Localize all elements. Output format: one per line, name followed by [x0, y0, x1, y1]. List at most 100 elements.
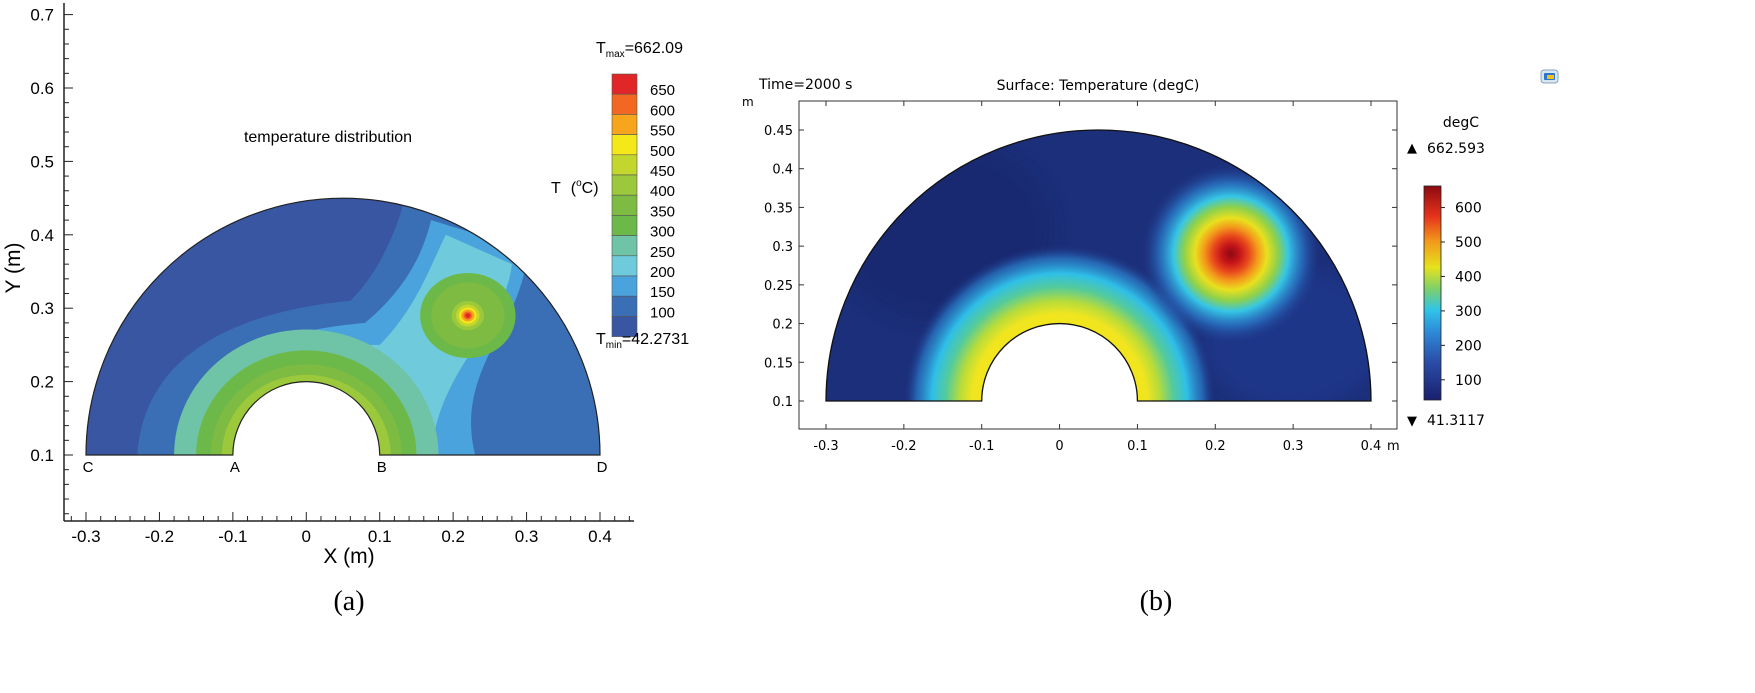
x-tick-label: 0.2 — [1205, 439, 1226, 454]
legend-label-100: 100 — [650, 304, 675, 321]
x-tick-label: 0.3 — [1283, 439, 1304, 454]
y-tick-label: 0.25 — [764, 279, 793, 294]
panel-a: -0.3 -0.2 -0.1 0 0.1 0.2 0.3 0.4 0.1 0.2 0.3 0.4 0.5… — [2, 3, 689, 617]
x-tick-label: 0.4 — [588, 527, 612, 546]
legend-box-9 — [611, 255, 638, 277]
colorbar-max-value: 662.593 — [1427, 141, 1485, 157]
x-unit-label: m — [1387, 439, 1400, 454]
y-tick-label: 0.5 — [30, 152, 54, 171]
hot-spot — [1140, 163, 1321, 344]
panel-a-title: temperature distribution — [244, 129, 412, 146]
window-icon[interactable] — [1540, 69, 1559, 84]
panel-b-label: (b) — [1140, 586, 1173, 617]
y-tick-label: 0.2 — [772, 318, 793, 333]
legend-label-350: 350 — [650, 203, 675, 220]
legend-label-300: 300 — [650, 224, 675, 241]
legend-label-550: 550 — [650, 123, 675, 140]
legend-box-4 — [611, 154, 638, 176]
legend-label-600: 600 — [650, 102, 675, 119]
legend-label-500: 500 — [650, 143, 675, 160]
legend-box-11 — [611, 295, 638, 317]
surface-title: Surface: Temperature (degC) — [997, 78, 1200, 94]
point-label-b: B — [377, 459, 387, 476]
colorbar-gradient — [1423, 185, 1442, 401]
y-tick-label: 0.3 — [30, 299, 54, 318]
panel-a-legend: Tmax=662.09 650 600 550 500 450 400 350 300 250 2… — [551, 40, 689, 351]
colorbar-tick-label: 500 — [1455, 235, 1482, 251]
point-label-c: C — [83, 459, 94, 476]
legend-label-250: 250 — [650, 244, 675, 261]
legend-label-450: 450 — [650, 163, 675, 180]
colorbar-ticks: 100 200 300 400 500 600 — [1441, 201, 1482, 389]
legend-box-12 — [611, 316, 638, 337]
y-tick-label: 0.3 — [772, 240, 793, 255]
y-tick-label: 0.1 — [30, 446, 54, 465]
x-tick-label: 0 — [1055, 439, 1063, 454]
legend-color-boxes — [611, 73, 638, 337]
x-tick-label: -0.1 — [218, 527, 247, 546]
legend-box-10 — [611, 275, 638, 297]
x-tick-label: 0.1 — [368, 527, 392, 546]
y-tick-label: 0.2 — [30, 373, 54, 392]
x-tick-label: 0.2 — [441, 527, 465, 546]
x-tick-label: -0.2 — [891, 439, 916, 454]
tmax-label: Tmax=662.09 — [596, 40, 683, 60]
panel-a-ticks: -0.3 -0.2 -0.1 0 0.1 0.2 0.3 0.4 0.1 0.2 0.3 0.4 0.5… — [30, 6, 630, 546]
legend-box-1 — [611, 93, 638, 115]
hot-contour-ring-7 — [465, 313, 471, 318]
colorbar-min-value: 41.3117 — [1427, 413, 1485, 429]
max-marker: ▲ — [1407, 141, 1417, 156]
y-tick-label: 0.4 — [772, 163, 793, 178]
tmin-label: Tmin=42.2731 — [596, 331, 689, 351]
legend-box-5 — [611, 174, 638, 196]
y-tick-label: 0.35 — [764, 201, 793, 216]
inner-contour-ring-3 — [221, 374, 391, 455]
x-tick-label: 0 — [302, 527, 311, 546]
x-tick-label: 0.4 — [1361, 439, 1382, 454]
panel-b-domain-outline — [825, 129, 1372, 402]
colorbar-tick-label: 300 — [1455, 304, 1482, 320]
legend-box-0 — [611, 73, 638, 95]
x-tick-label: 0.1 — [1127, 439, 1148, 454]
y-tick-label: 0.15 — [764, 356, 793, 371]
point-label-a: A — [230, 459, 240, 476]
point-label-d: D — [597, 459, 608, 476]
legend-level-labels: 650 600 550 500 450 400 350 300 250 200 150 100 — [650, 82, 675, 321]
colorbar-unit: degC — [1443, 115, 1479, 131]
x-tick-label: -0.1 — [969, 439, 994, 454]
legend-box-8 — [611, 235, 638, 257]
x-tick-label: 0.3 — [515, 527, 539, 546]
legend-box-3 — [611, 134, 638, 156]
panel-a-label: (a) — [333, 586, 364, 617]
y-tick-label: 0.45 — [764, 124, 793, 139]
panel-b-colorbar: degC ▲ 662.593 100 200 300 400 500 600 ▼ 41.3… — [1407, 115, 1485, 429]
legend-box-6 — [611, 194, 638, 216]
legend-label-650: 650 — [650, 82, 675, 99]
colorbar-tick-label: 400 — [1455, 269, 1482, 285]
x-tick-label: -0.3 — [71, 527, 100, 546]
legend-label-400: 400 — [650, 183, 675, 200]
contour-level-100 — [86, 198, 600, 455]
legend-label-150: 150 — [650, 284, 675, 301]
panel-b: -0.3 -0.2 -0.1 0 0.1 0.2 0.3 0.4 0.1 0.15 0.2 0.25 0… — [742, 69, 1559, 617]
colorbar-tick-label: 100 — [1455, 373, 1482, 389]
time-label: Time=2000 s — [758, 77, 852, 93]
panel-a-contour-field — [86, 198, 600, 455]
legend-box-2 — [611, 114, 638, 135]
y-unit-label: m — [742, 95, 754, 109]
y-tick-label: 0.4 — [30, 226, 54, 245]
x-tick-label: -0.3 — [813, 439, 838, 454]
panel-a-x-label: X (m) — [323, 545, 374, 568]
panel-b-ticks: -0.3 -0.2 -0.1 0 0.1 0.2 0.3 0.4 0.1 0.15 0.2 0.25 0… — [764, 101, 1397, 454]
y-tick-label: 0.7 — [30, 6, 54, 25]
y-tick-label: 0.1 — [772, 395, 793, 410]
y-tick-label: 0.6 — [30, 79, 54, 98]
colorbar-tick-label: 200 — [1455, 338, 1482, 354]
hot-spot-contours — [420, 272, 516, 359]
x-tick-label: -0.2 — [145, 527, 174, 546]
panel-a-y-label: Y (m) — [2, 243, 25, 294]
legend-box-7 — [611, 215, 638, 236]
legend-title: T (oC) — [551, 178, 599, 197]
panel-a-domain-outline — [85, 197, 601, 456]
